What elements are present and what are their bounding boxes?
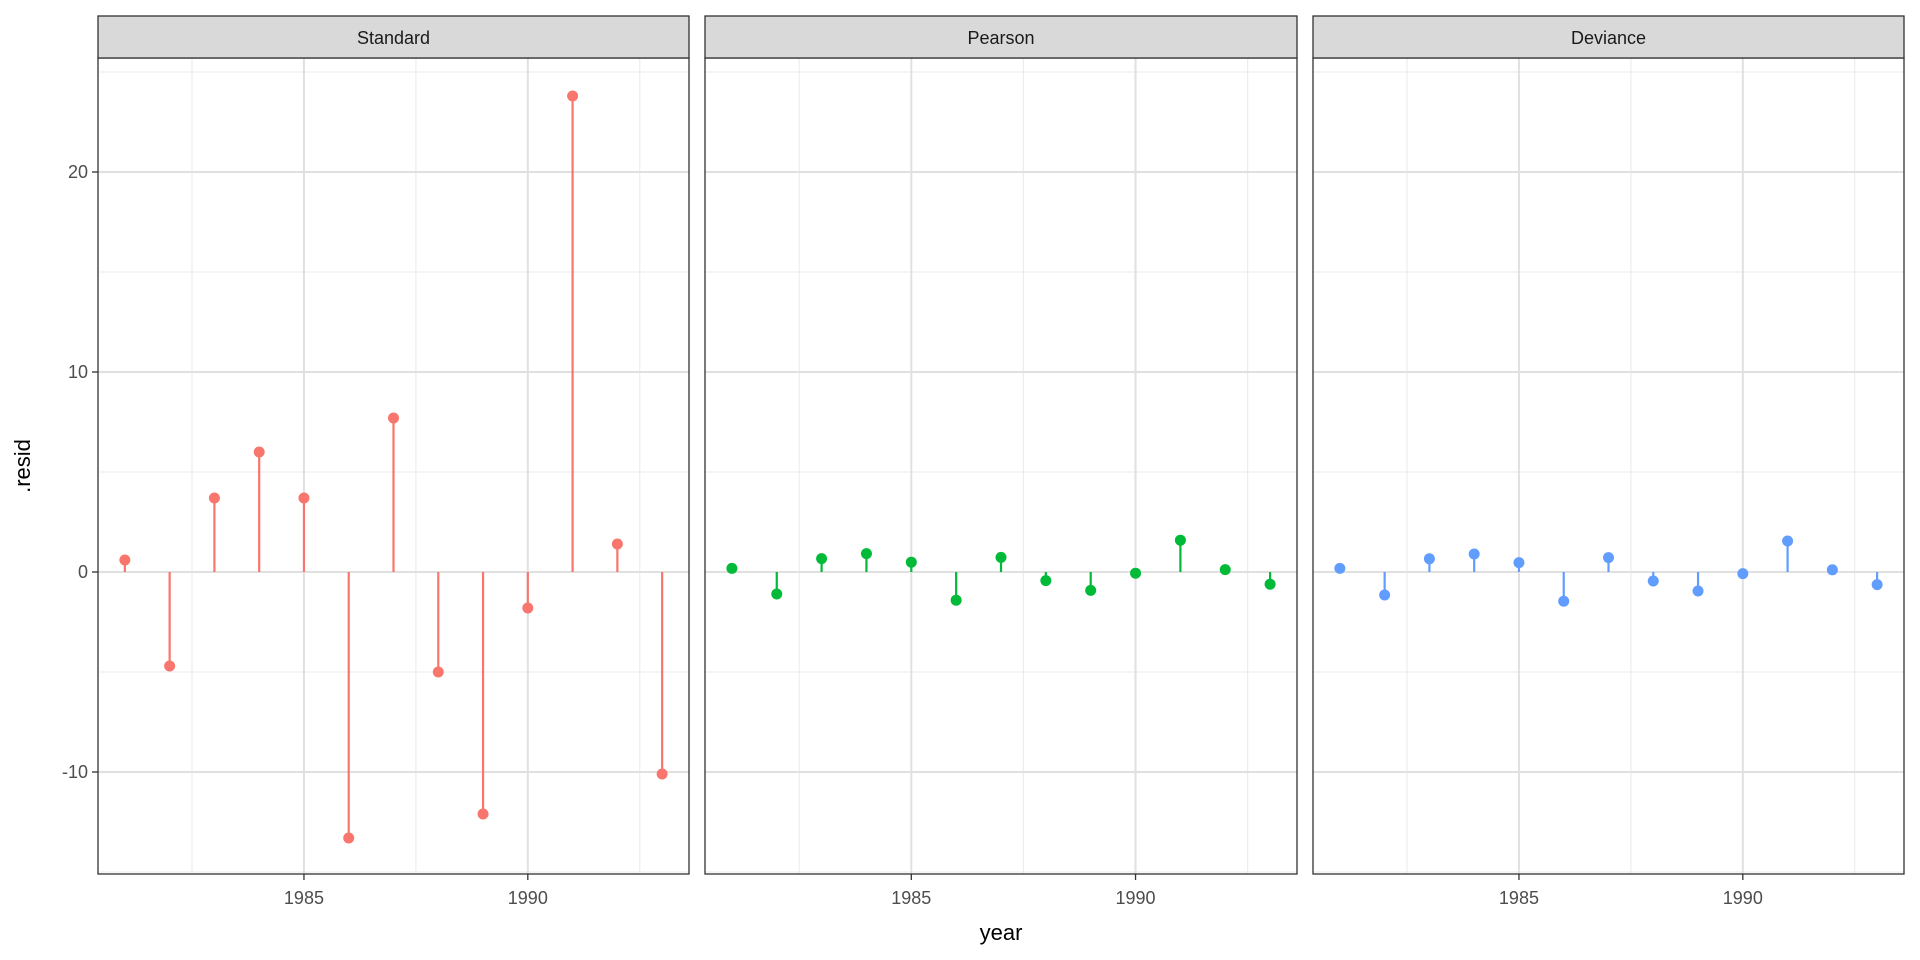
residual-point — [995, 551, 1007, 563]
residual-point — [1174, 534, 1186, 546]
residual-point — [726, 562, 738, 574]
residual-point — [1826, 564, 1838, 576]
residual-point — [1264, 578, 1276, 590]
residual-point — [816, 553, 828, 565]
y-tick-label: 20 — [68, 162, 88, 182]
x-tick-label: 1985 — [891, 888, 931, 908]
x-tick-label: 1990 — [1723, 888, 1763, 908]
residual-point — [1379, 589, 1391, 601]
panel-background — [705, 58, 1297, 874]
facet-strip-label: Deviance — [1571, 28, 1646, 48]
residual-point — [1334, 562, 1346, 574]
x-axis-label: year — [980, 920, 1023, 945]
residual-point — [1603, 552, 1614, 564]
residual-point — [905, 556, 917, 568]
x-tick-label: 1985 — [284, 888, 324, 908]
x-tick-label: 1990 — [508, 888, 548, 908]
residual-point — [119, 554, 131, 566]
y-tick-label: 10 — [68, 362, 88, 382]
residual-point — [253, 446, 265, 458]
y-axis-label: .resid — [10, 439, 35, 493]
residual-point — [950, 594, 962, 606]
residual-point — [1782, 535, 1794, 547]
residual-point — [860, 548, 872, 560]
facet-strip-label: Pearson — [967, 28, 1034, 48]
residual-point — [1647, 575, 1659, 587]
residual-point — [567, 90, 579, 102]
residual-point — [1737, 568, 1749, 580]
residual-point — [343, 832, 355, 844]
residual-point — [1692, 585, 1704, 597]
residual-point — [771, 588, 783, 600]
residual-point — [1219, 564, 1231, 576]
residual-point — [1085, 584, 1097, 596]
residual-point — [432, 666, 444, 678]
residual-point — [1040, 575, 1052, 587]
facet-strip — [1312, 15, 1905, 59]
residual-point — [208, 492, 220, 504]
residual-point — [1871, 579, 1883, 591]
y-tick-label: 0 — [78, 562, 88, 582]
residual-point — [164, 660, 176, 672]
residual-point — [1558, 595, 1570, 607]
residual-point — [1513, 557, 1525, 569]
residual-point — [522, 602, 534, 614]
facet-strip — [704, 15, 1298, 59]
residual-point — [611, 538, 623, 550]
residual-point — [1423, 553, 1435, 565]
x-tick-label: 1985 — [1499, 888, 1539, 908]
residual-point — [1130, 567, 1142, 579]
residual-point — [298, 492, 310, 504]
y-tick-label: -10 — [62, 762, 88, 782]
x-tick-label: 1990 — [1116, 888, 1156, 908]
panel-background — [1313, 58, 1904, 874]
residual-point — [656, 768, 668, 780]
residual-point — [1468, 548, 1480, 560]
residual-point — [388, 412, 399, 424]
facet-strip — [97, 15, 690, 59]
residual-point — [477, 808, 489, 820]
facet-strip-label: Standard — [357, 28, 430, 48]
